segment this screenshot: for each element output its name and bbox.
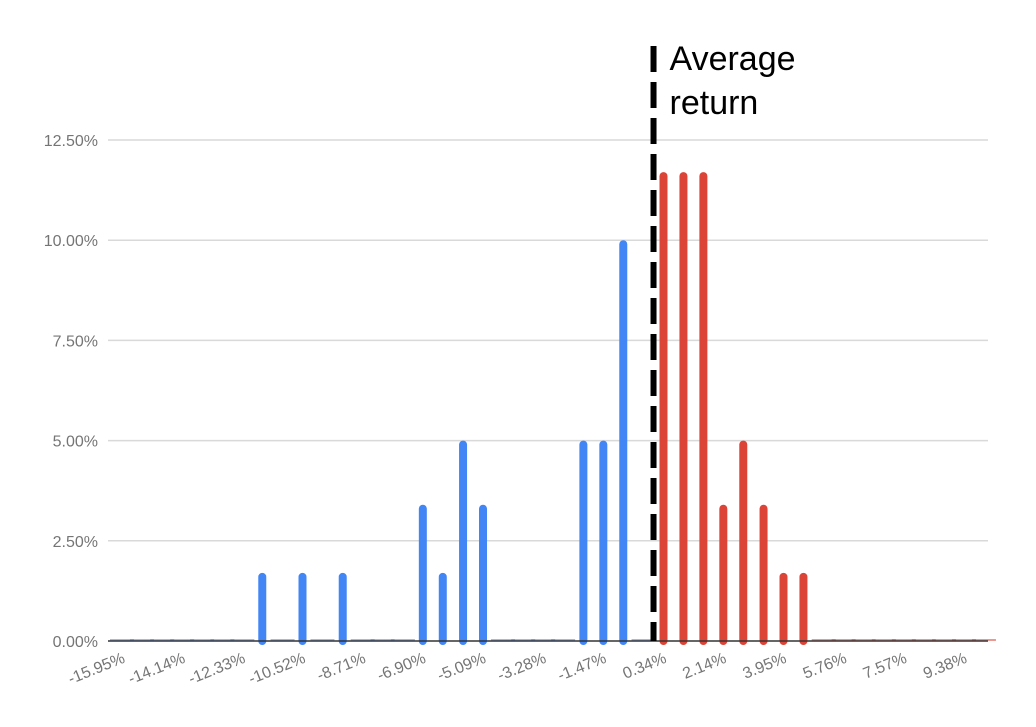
x-tick-label: 3.95% — [741, 650, 789, 683]
y-axis-tick-labels: 0.00% 2.50% 5.00% 7.50% 10.00% 12.50% — [44, 133, 98, 651]
y-tick-label: 2.50% — [53, 534, 98, 551]
bars — [110, 172, 996, 645]
x-axis-tick-labels: -15.95%-14.14%-12.33%-10.52% -8.71% -6.90%… — [66, 650, 970, 688]
x-tick-label: -8.71% — [315, 650, 368, 685]
x-tick-label: -5.09% — [435, 650, 488, 685]
x-tick-label: -10.52% — [246, 650, 308, 688]
x-tick-label: 7.57% — [861, 650, 909, 683]
x-tick-label: -1.47% — [555, 650, 608, 685]
y-tick-label: 7.50% — [53, 333, 98, 350]
y-tick-label: 12.50% — [44, 133, 98, 150]
y-tick-label: 0.00% — [53, 634, 98, 651]
x-tick-label: 9.38% — [921, 650, 969, 683]
gridlines — [108, 139, 988, 542]
y-tick-label: 10.00% — [44, 233, 98, 250]
x-tick-label: -14.14% — [126, 650, 188, 688]
x-tick-label: -12.33% — [186, 650, 248, 688]
average-return-label-line-2: return — [670, 84, 759, 122]
x-tick-label: 2.14% — [680, 650, 728, 683]
x-tick-label: 5.76% — [801, 650, 849, 683]
x-tick-label: -15.95% — [66, 650, 128, 688]
average-return-label-line-1: Average — [670, 40, 796, 78]
x-tick-label: 0.34% — [621, 650, 669, 683]
x-tick-label: -6.90% — [375, 650, 428, 685]
x-tick-label: -3.28% — [495, 650, 548, 685]
y-tick-label: 5.00% — [53, 434, 98, 451]
